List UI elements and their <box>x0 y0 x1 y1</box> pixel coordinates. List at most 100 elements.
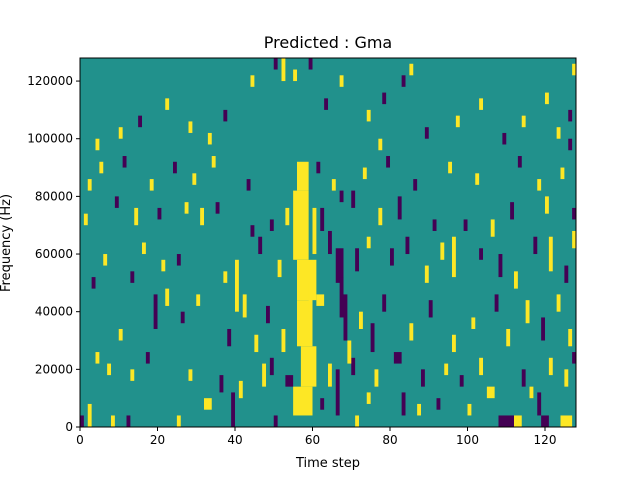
heatmap-cell-low <box>91 277 96 289</box>
heatmap-cell-high <box>300 346 317 387</box>
heatmap-cell-low <box>393 352 402 364</box>
heatmap-cells <box>80 58 577 427</box>
x-tick-label: 120 <box>534 433 557 447</box>
heatmap-cell-high <box>95 138 100 151</box>
heatmap-cell-high <box>545 196 549 214</box>
x-axis-label: Time step <box>295 456 360 471</box>
heatmap-cell-high <box>560 167 565 180</box>
heatmap-cell-low <box>424 127 429 139</box>
heatmap-cell-high <box>521 115 526 128</box>
heatmap-cell-low <box>498 254 503 278</box>
heatmap-cell-high <box>192 173 197 185</box>
heatmap-cell-low <box>269 219 274 231</box>
heatmap-cell-high <box>409 63 414 76</box>
heatmap-cell-high <box>475 173 480 185</box>
y-tick-label: 120000 <box>27 74 73 88</box>
heatmap-cell-high <box>486 386 495 399</box>
heatmap-cell-high <box>471 317 476 329</box>
heatmap-cell-low <box>413 179 418 191</box>
y-tick-label: 100000 <box>27 132 73 146</box>
chart-title: Predicted : Gma <box>264 33 392 52</box>
heatmap-cell-low <box>215 202 220 214</box>
heatmap-cell-low <box>459 375 464 387</box>
heatmap-cell-high <box>235 259 239 312</box>
heatmap-cell-high <box>529 386 534 399</box>
heatmap-cell-low <box>510 202 515 220</box>
heatmap-cell-high <box>103 254 108 266</box>
heatmap-cell-high <box>316 294 325 306</box>
heatmap-cell-low <box>405 236 410 255</box>
heatmap-cell-high <box>362 167 367 180</box>
heatmap-cell-high <box>409 323 414 341</box>
y-axis-label: Frequency (Hz) <box>0 194 14 292</box>
heatmap-cell-low <box>250 225 255 237</box>
heatmap-cell-low <box>498 415 514 427</box>
heatmap-cell-low <box>541 415 549 427</box>
heatmap-cell-high <box>293 386 313 416</box>
heatmap-cell-low <box>153 294 158 329</box>
heatmap-cell-high <box>359 311 363 329</box>
heatmap-cell-low <box>568 109 573 122</box>
heatmap-cell-low <box>537 392 542 416</box>
heatmap-cell-high <box>142 242 146 255</box>
heatmap-cell-low <box>180 311 185 324</box>
heatmap-cell-high <box>211 156 216 168</box>
heatmap-cell-high <box>568 328 573 347</box>
heatmap-cell-low <box>273 58 278 70</box>
heatmap-cell-high <box>308 282 313 312</box>
heatmap-cell-low <box>421 369 425 387</box>
heatmap-cell-high <box>366 236 371 249</box>
heatmap-cell-high <box>564 369 569 387</box>
y-tick-label: 80000 <box>35 189 73 203</box>
heatmap-cell-high <box>417 403 422 416</box>
heatmap-cell-low <box>343 294 348 341</box>
x-tick-label: 60 <box>305 433 320 447</box>
heatmap-cell-low <box>370 323 375 353</box>
heatmap-cell-low <box>351 357 356 376</box>
heatmap-cell-high <box>297 161 309 191</box>
heatmap-cell-low <box>246 179 251 191</box>
heatmap-cell-low <box>351 190 356 208</box>
heatmap-cell-low <box>572 352 577 364</box>
heatmap-cell-low <box>494 294 499 312</box>
heatmap-cell-low <box>339 277 344 318</box>
heatmap-cell-low <box>502 132 507 145</box>
heatmap-cell-high <box>254 334 259 353</box>
heatmap-cell-high <box>440 242 445 260</box>
heatmap-cell-low <box>324 98 329 110</box>
heatmap-cell-high <box>83 213 88 226</box>
heatmap-cell-high <box>424 265 429 283</box>
heatmap-cell-low <box>428 300 433 318</box>
heatmap-cell-high <box>331 179 336 191</box>
heatmap-cell-low <box>382 92 387 105</box>
heatmap-cell-high <box>250 75 255 87</box>
heatmap-cell-low <box>176 254 181 266</box>
heatmap-cell-low <box>223 109 228 122</box>
heatmap-cell-high <box>548 236 553 272</box>
heatmap-cell-high <box>339 75 344 87</box>
heatmap-cell-high <box>366 109 371 122</box>
heatmap-cell-low <box>269 357 274 376</box>
heatmap-cell-low <box>285 375 294 387</box>
heatmap-cell-low <box>390 248 394 266</box>
heatmap-cell-high <box>467 403 472 416</box>
y-axis: 0 20000 40000 60000 80000 100000 120000 <box>27 74 80 434</box>
heatmap-cell-low <box>273 415 278 427</box>
heatmap-cell-low <box>568 138 573 151</box>
heatmap-cell-high <box>378 138 383 151</box>
y-tick-label: 20000 <box>35 362 73 376</box>
heatmap-cell-low <box>266 305 270 324</box>
heatmap-cell-low <box>386 156 391 168</box>
heatmap-cell-low <box>397 196 402 220</box>
x-tick-label: 0 <box>76 433 84 447</box>
heatmap-cell-low <box>479 248 484 260</box>
heatmap-cell-low <box>157 207 162 220</box>
heatmap-cell-low <box>173 161 177 174</box>
heatmap-cell-high <box>572 230 577 249</box>
heatmap-cell-high <box>293 69 298 82</box>
x-axis: 0 20 40 60 80 100 120 <box>76 427 556 447</box>
heatmap-cell-low <box>432 219 437 231</box>
heatmap-cell-low <box>145 352 150 364</box>
x-tick-label: 40 <box>227 433 242 447</box>
